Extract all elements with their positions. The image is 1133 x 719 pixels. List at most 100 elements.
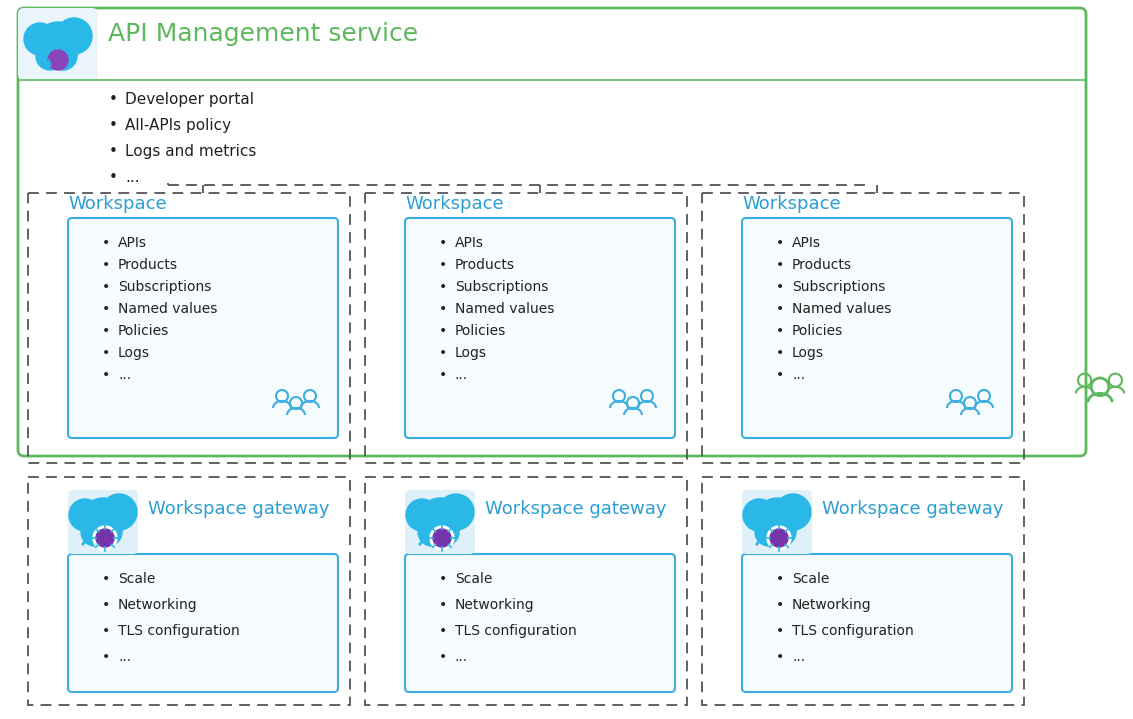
Text: •: • xyxy=(109,118,118,133)
Text: Networking: Networking xyxy=(792,598,871,612)
Text: •: • xyxy=(109,170,118,185)
Text: •: • xyxy=(438,368,448,382)
Text: •: • xyxy=(438,598,448,612)
Text: •: • xyxy=(776,598,784,612)
Text: Logs and metrics: Logs and metrics xyxy=(125,144,256,159)
Text: Scale: Scale xyxy=(455,572,493,586)
Text: Subscriptions: Subscriptions xyxy=(455,280,548,294)
Circle shape xyxy=(69,499,101,531)
FancyBboxPatch shape xyxy=(18,8,1087,456)
Text: •: • xyxy=(102,280,110,294)
FancyBboxPatch shape xyxy=(404,554,675,692)
Text: •: • xyxy=(102,624,110,638)
Text: •: • xyxy=(102,302,110,316)
Circle shape xyxy=(767,526,791,550)
Text: ...: ... xyxy=(455,650,468,664)
Text: Named values: Named values xyxy=(118,302,218,316)
Text: Logs: Logs xyxy=(455,346,487,360)
Text: •: • xyxy=(776,236,784,250)
Text: •: • xyxy=(776,368,784,382)
Text: Developer portal: Developer portal xyxy=(125,92,254,107)
Text: ...: ... xyxy=(118,368,131,382)
Circle shape xyxy=(743,499,775,531)
Text: Policies: Policies xyxy=(455,324,506,338)
Circle shape xyxy=(418,518,446,546)
Bar xyxy=(28,193,350,463)
Text: TLS configuration: TLS configuration xyxy=(455,624,577,638)
Text: ...: ... xyxy=(455,368,468,382)
Text: All-APIs policy: All-APIs policy xyxy=(125,118,231,133)
Text: ...: ... xyxy=(792,368,806,382)
Circle shape xyxy=(24,23,56,55)
FancyBboxPatch shape xyxy=(404,490,475,554)
Text: Subscriptions: Subscriptions xyxy=(792,280,885,294)
Text: Policies: Policies xyxy=(792,324,843,338)
Text: •: • xyxy=(438,572,448,586)
Text: Scale: Scale xyxy=(118,572,155,586)
Text: •: • xyxy=(438,324,448,338)
Text: •: • xyxy=(102,572,110,586)
Circle shape xyxy=(56,18,92,54)
Text: •: • xyxy=(438,346,448,360)
Text: Workspace: Workspace xyxy=(404,195,504,213)
Text: Named values: Named values xyxy=(792,302,892,316)
Text: Subscriptions: Subscriptions xyxy=(118,280,212,294)
Text: •: • xyxy=(776,302,784,316)
Text: TLS configuration: TLS configuration xyxy=(792,624,913,638)
Bar xyxy=(702,477,1024,705)
Circle shape xyxy=(431,518,459,546)
Text: Workspace: Workspace xyxy=(742,195,841,213)
Bar xyxy=(365,193,687,463)
Circle shape xyxy=(101,494,137,530)
Text: Networking: Networking xyxy=(455,598,535,612)
Circle shape xyxy=(36,42,63,70)
Circle shape xyxy=(768,518,796,546)
Text: APIs: APIs xyxy=(118,236,147,250)
Text: •: • xyxy=(102,368,110,382)
Bar xyxy=(702,193,1024,463)
Circle shape xyxy=(406,499,438,531)
Circle shape xyxy=(80,518,109,546)
Text: •: • xyxy=(102,650,110,664)
Text: APIs: APIs xyxy=(455,236,484,250)
Circle shape xyxy=(49,42,77,70)
FancyBboxPatch shape xyxy=(404,218,675,438)
Text: •: • xyxy=(102,598,110,612)
Circle shape xyxy=(755,518,783,546)
Circle shape xyxy=(96,529,114,547)
FancyBboxPatch shape xyxy=(68,490,138,554)
Text: Workspace gateway: Workspace gateway xyxy=(148,500,330,518)
FancyBboxPatch shape xyxy=(68,554,338,692)
Text: API Management service: API Management service xyxy=(108,22,418,46)
Circle shape xyxy=(755,498,799,542)
Text: •: • xyxy=(438,236,448,250)
Text: Products: Products xyxy=(455,258,516,272)
Text: •: • xyxy=(109,144,118,159)
Circle shape xyxy=(80,498,125,542)
Text: •: • xyxy=(776,324,784,338)
Circle shape xyxy=(36,22,80,66)
Text: Products: Products xyxy=(792,258,852,272)
Bar xyxy=(365,477,687,705)
Text: ...: ... xyxy=(125,170,139,185)
Circle shape xyxy=(94,518,122,546)
FancyBboxPatch shape xyxy=(742,554,1012,692)
Text: •: • xyxy=(776,624,784,638)
Circle shape xyxy=(433,529,451,547)
Text: •: • xyxy=(102,236,110,250)
Text: •: • xyxy=(776,280,784,294)
Text: Workspace gateway: Workspace gateway xyxy=(823,500,1004,518)
Text: Policies: Policies xyxy=(118,324,169,338)
Text: •: • xyxy=(438,624,448,638)
Text: Networking: Networking xyxy=(118,598,197,612)
FancyBboxPatch shape xyxy=(742,490,812,554)
Circle shape xyxy=(770,529,787,547)
Text: Workspace: Workspace xyxy=(68,195,167,213)
Text: •: • xyxy=(776,346,784,360)
FancyBboxPatch shape xyxy=(742,218,1012,438)
Bar xyxy=(28,477,350,705)
Text: TLS configuration: TLS configuration xyxy=(118,624,240,638)
Text: •: • xyxy=(776,572,784,586)
Text: •: • xyxy=(776,258,784,272)
Text: •: • xyxy=(438,302,448,316)
